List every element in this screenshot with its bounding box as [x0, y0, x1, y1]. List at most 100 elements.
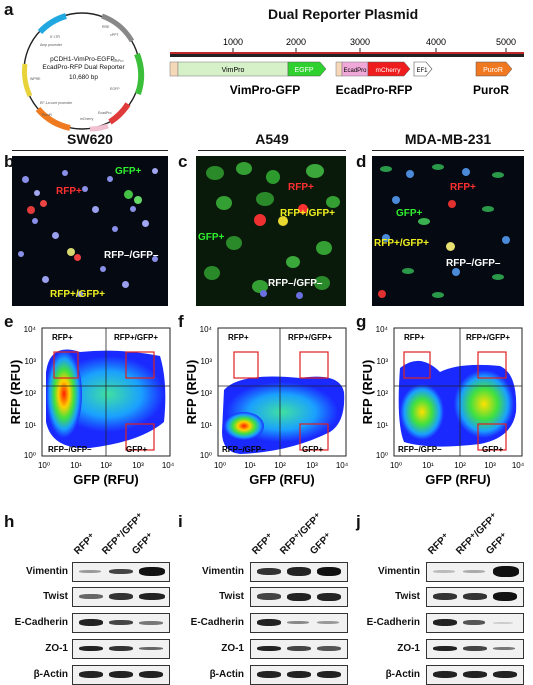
- micrograph-sw620: RFP+ GFP+ RFP–/GFP– RFP+/GFP+: [12, 156, 168, 306]
- col-rfp-h: RFP⁺: [72, 531, 98, 557]
- panel-label-a: a: [4, 0, 14, 19]
- panel-label-i: i: [178, 512, 183, 531]
- svg-text:VimPro: VimPro: [112, 59, 123, 63]
- label-rfp-pos-d: RFP+: [450, 182, 476, 193]
- row-ecad-j: E-Cadherin: [366, 617, 420, 628]
- col-gfp-i: GFP⁺: [308, 530, 335, 557]
- svg-text:10¹: 10¹: [200, 421, 212, 430]
- label-double-pos-d: RFP+/GFP+: [374, 238, 430, 249]
- plasmid-map: 5' LTR Amp promoter RRE cPPT VimPro EGFP…: [22, 12, 145, 132]
- label-double-pos-c: RFP+/GFP+: [280, 208, 336, 219]
- svg-text:10¹: 10¹: [24, 421, 36, 430]
- svg-text:10²: 10²: [100, 461, 112, 470]
- svg-text:EcadPro: EcadPro: [98, 111, 111, 115]
- row-zo1-i: ZO-1: [221, 643, 244, 654]
- label-vimpro-gfp: VimPro-GFP: [230, 83, 300, 97]
- panel-label-b: b: [4, 152, 15, 171]
- panel-label-f: f: [178, 312, 184, 331]
- svg-text:10¹: 10¹: [422, 461, 434, 470]
- svg-text:PuroR: PuroR: [42, 113, 52, 117]
- panel-label-h: h: [4, 512, 15, 531]
- svg-text:RFP (RFU): RFP (RFU): [184, 360, 199, 425]
- panel-label-g: g: [356, 312, 367, 331]
- svg-text:RFP (RFU): RFP (RFU): [360, 360, 375, 425]
- svg-text:Amp promoter: Amp promoter: [40, 43, 63, 47]
- row-ecad-h: E-Cadherin: [14, 617, 68, 628]
- panel-label-j: j: [356, 512, 361, 531]
- svg-text:10⁰: 10⁰: [38, 461, 50, 470]
- title-rule-mda: [372, 150, 524, 151]
- feature-puror: PuroR: [483, 67, 503, 74]
- svg-text:RFP+/GFP+: RFP+/GFP+: [466, 333, 510, 342]
- svg-text:RFP (RFU): RFP (RFU): [8, 360, 23, 425]
- svg-text:GFP+: GFP+: [302, 445, 323, 454]
- panel-label-d: d: [356, 152, 367, 171]
- col-rfp-j: RFP⁺: [426, 531, 452, 557]
- ruler-tick-5000: 5000: [496, 37, 516, 47]
- row-actin-h: β-Actin: [33, 669, 68, 680]
- ruler-tick-4000: 4000: [426, 37, 446, 47]
- svg-text:EF-1a core promoter: EF-1a core promoter: [40, 101, 73, 105]
- svg-text:10¹: 10¹: [376, 421, 388, 430]
- svg-text:10³: 10³: [132, 461, 144, 470]
- row-twist-i: Twist: [219, 591, 244, 602]
- svg-text:GFP (RFU): GFP (RFU): [249, 472, 314, 487]
- micrograph-a549: RFP+ RFP+/GFP+ GFP+ RFP–/GFP–: [196, 156, 346, 306]
- svg-text:10³: 10³: [24, 357, 36, 366]
- svg-text:EGFP: EGFP: [110, 87, 120, 91]
- svg-text:10⁰: 10⁰: [376, 451, 388, 460]
- svg-text:RFP+/GFP+: RFP+/GFP+: [288, 333, 332, 342]
- svg-text:10⁰: 10⁰: [24, 451, 36, 460]
- feature-egfp: EGFP: [294, 67, 313, 74]
- svg-text:10⁴: 10⁴: [200, 325, 213, 334]
- svg-text:10³: 10³: [484, 461, 496, 470]
- col-rfp-i: RFP⁺: [250, 531, 276, 557]
- title-rule-sw620: [12, 150, 168, 151]
- micrograph-mda: RFP+ GFP+ RFP+/GFP+ RFP–/GFP–: [372, 156, 524, 306]
- panel-label-c: c: [178, 152, 188, 171]
- svg-text:10³: 10³: [376, 357, 388, 366]
- row-twist-h: Twist: [43, 591, 68, 602]
- title-mda: MDA-MB-231: [404, 131, 492, 147]
- svg-text:10⁴: 10⁴: [376, 325, 389, 334]
- ruler-tick-2000: 2000: [286, 37, 306, 47]
- svg-text:GFP+: GFP+: [126, 445, 147, 454]
- label-double-pos-b: RFP+/GFP+: [50, 289, 106, 300]
- feature-mcherry: mCherry: [376, 67, 402, 74]
- svg-text:10⁰: 10⁰: [390, 461, 402, 470]
- label-rfp-pos-c: RFP+: [288, 182, 314, 193]
- title-sw620: SW620: [67, 131, 113, 147]
- svg-text:10¹: 10¹: [244, 461, 256, 470]
- label-ecadpro-rfp: EcadPro-RFP: [336, 83, 413, 97]
- svg-text:RRE: RRE: [102, 25, 110, 29]
- svg-text:10³: 10³: [306, 461, 318, 470]
- svg-text:10⁴: 10⁴: [336, 461, 349, 470]
- label-double-neg-b: RFP–/GFP–: [104, 250, 159, 261]
- svg-text:10⁰: 10⁰: [214, 461, 226, 470]
- row-vimentin-j: Vimentin: [377, 566, 420, 577]
- svg-text:10²: 10²: [24, 389, 36, 398]
- svg-text:10²: 10²: [376, 389, 388, 398]
- label-gfp-pos-c: GFP+: [198, 232, 225, 243]
- svg-text:RFP+: RFP+: [52, 333, 73, 342]
- label-double-neg-c: RFP–/GFP–: [268, 278, 323, 289]
- title-rule-a549: [198, 150, 346, 151]
- label-gfp-pos-d: GFP+: [396, 208, 423, 219]
- svg-text:RFP+: RFP+: [404, 333, 425, 342]
- svg-text:RFP–/GFP–: RFP–/GFP–: [222, 445, 266, 454]
- flow-plot-f: RFP+ RFP+/GFP+ RFP–/GFP– GFP+ 10⁴ 10³ 10…: [184, 325, 349, 487]
- ruler-tick-1000: 1000: [223, 37, 243, 47]
- row-actin-i: β-Actin: [209, 669, 244, 680]
- svg-text:10³: 10³: [200, 357, 212, 366]
- svg-text:GFP (RFU): GFP (RFU): [73, 472, 138, 487]
- feature-ecadpro: EcadPro: [343, 68, 367, 74]
- svg-text:RFP–/GFP–: RFP–/GFP–: [398, 445, 442, 454]
- col-gfp-j: GFP⁺: [484, 530, 511, 557]
- title-a549: A549: [255, 131, 289, 147]
- linear-map-title: Dual Reporter Plasmid: [268, 6, 419, 22]
- flow-cytometry-plots: RFP+ RFP+/GFP+ RFP–/GFP– GFP+ 10⁴ 10³ 10…: [8, 325, 525, 487]
- label-double-neg-d: RFP–/GFP–: [446, 258, 501, 269]
- row-zo1-h: ZO-1: [45, 643, 68, 654]
- row-vimentin-h: Vimentin: [25, 566, 68, 577]
- svg-text:GFP (RFU): GFP (RFU): [425, 472, 490, 487]
